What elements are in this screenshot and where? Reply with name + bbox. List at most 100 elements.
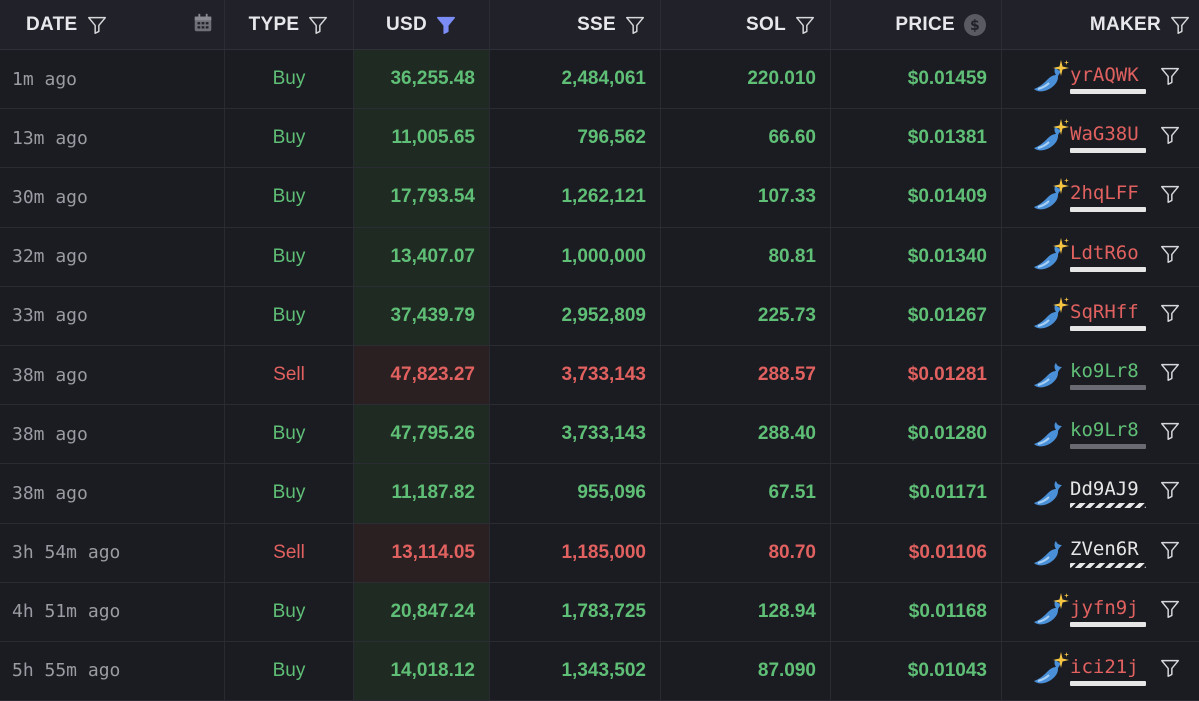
table-header: DATE TYPE USD SSE SOL PRICE $: [0, 0, 1199, 50]
sol-column-header[interactable]: SOL: [661, 0, 831, 49]
trade-usd-value: 13,114.05: [354, 523, 490, 582]
maker-row-filter-icon[interactable]: [1159, 183, 1181, 211]
trade-maker: SqRHff: [1002, 287, 1199, 345]
maker-column-header[interactable]: MAKER: [1002, 0, 1199, 49]
trade-type: Buy: [225, 641, 354, 701]
maker-link[interactable]: Dd9AJ9: [1070, 478, 1146, 509]
dollar-circle-icon[interactable]: $: [963, 13, 987, 37]
table-row[interactable]: 3h 54m ago Sell 13,114.05 1,185,000 80.7…: [0, 523, 1199, 583]
maker-address[interactable]: ZVen6R: [1070, 537, 1139, 560]
maker-address[interactable]: SqRHff: [1070, 300, 1139, 323]
type-filter-icon[interactable]: [307, 14, 329, 36]
trade-type: Buy: [225, 286, 354, 345]
date-column-header[interactable]: DATE: [0, 0, 225, 49]
sse-filter-icon[interactable]: [624, 14, 646, 36]
trade-sol-amount: 288.40: [661, 405, 831, 464]
maker-address[interactable]: Dd9AJ9: [1070, 478, 1139, 501]
maker-row-filter-icon[interactable]: [1159, 361, 1181, 389]
trade-sol-amount: 288.57: [661, 345, 831, 405]
sse-column-header[interactable]: SSE: [490, 0, 661, 49]
maker-row-filter-icon[interactable]: [1159, 124, 1181, 152]
trades-table-body: 1m ago Buy 36,255.48 2,484,061 220.010 $…: [0, 50, 1199, 701]
whale-icon: [1032, 537, 1066, 569]
trade-type: Buy: [225, 227, 354, 286]
trade-usd-value: 14,018.12: [354, 641, 490, 701]
maker-address[interactable]: ici21j: [1070, 655, 1139, 678]
maker-address[interactable]: yrAQWK: [1070, 64, 1139, 87]
maker-link[interactable]: yrAQWK: [1070, 64, 1146, 95]
table-row[interactable]: 4h 51m ago Buy 20,847.24 1,783,725 128.9…: [0, 582, 1199, 642]
trade-date: 30m ago: [0, 168, 225, 227]
trade-sol-amount: 80.70: [661, 523, 831, 582]
maker-row-filter-icon[interactable]: [1159, 598, 1181, 626]
maker-link[interactable]: ko9Lr8: [1070, 360, 1146, 391]
maker-address[interactable]: ko9Lr8: [1070, 419, 1139, 442]
maker-address[interactable]: 2hqLFF: [1070, 182, 1139, 205]
maker-row-filter-icon[interactable]: [1159, 479, 1181, 507]
maker-row-filter-icon[interactable]: [1159, 539, 1181, 567]
price-column-header[interactable]: PRICE $: [831, 0, 1002, 49]
maker-address[interactable]: ko9Lr8: [1070, 360, 1139, 383]
calendar-icon[interactable]: [192, 12, 214, 34]
maker-balance-bar: [1070, 148, 1146, 154]
trade-type: Sell: [225, 345, 354, 405]
whale-icon: [1032, 477, 1066, 509]
table-row[interactable]: 38m ago Buy 47,795.26 3,733,143 288.40 $…: [0, 405, 1199, 465]
maker-filter-icon[interactable]: [1169, 14, 1191, 36]
trade-type: Buy: [225, 464, 354, 523]
trade-date: 4h 51m ago: [0, 582, 225, 641]
trade-sse-amount: 796,562: [490, 109, 661, 168]
table-row[interactable]: 1m ago Buy 36,255.48 2,484,061 220.010 $…: [0, 50, 1199, 110]
trade-date: 33m ago: [0, 286, 225, 345]
sol-filter-icon[interactable]: [794, 14, 816, 36]
whale-icon: [1032, 296, 1069, 332]
trade-type: Buy: [225, 50, 354, 109]
usd-column-header[interactable]: USD: [354, 0, 490, 49]
maker-address[interactable]: LdtR6o: [1070, 241, 1139, 264]
table-row[interactable]: 33m ago Buy 37,439.79 2,952,809 225.73 $…: [0, 286, 1199, 346]
trade-price: $0.01281: [831, 345, 1002, 405]
trade-maker: yrAQWK: [1002, 50, 1199, 108]
maker-link[interactable]: SqRHff: [1070, 301, 1146, 331]
maker-link[interactable]: ici21j: [1070, 656, 1146, 686]
table-row[interactable]: 38m ago Sell 47,823.27 3,733,143 288.57 …: [0, 345, 1199, 406]
table-row[interactable]: 13m ago Buy 11,005.65 796,562 66.60 $0.0…: [0, 109, 1199, 169]
trade-price: $0.01267: [831, 286, 1002, 345]
trade-sse-amount: 1,343,502: [490, 641, 661, 701]
maker-link[interactable]: ko9Lr8: [1070, 419, 1146, 450]
trade-sol-amount: 225.73: [661, 286, 831, 345]
trade-maker: Dd9AJ9: [1002, 464, 1199, 522]
table-row[interactable]: 38m ago Buy 11,187.82 955,096 67.51 $0.0…: [0, 464, 1199, 524]
sparkle-icon: [1053, 60, 1069, 77]
sparkle-icon: [1053, 119, 1069, 136]
trade-price: $0.01459: [831, 50, 1002, 109]
trade-date: 3h 54m ago: [0, 523, 225, 582]
maker-row-filter-icon[interactable]: [1159, 302, 1181, 330]
trade-usd-value: 37,439.79: [354, 286, 490, 345]
maker-balance-bar: [1070, 266, 1146, 272]
trade-date: 32m ago: [0, 227, 225, 286]
date-filter-icon[interactable]: [86, 14, 108, 36]
maker-row-filter-icon[interactable]: [1159, 65, 1181, 93]
maker-balance-bar: [1070, 562, 1146, 568]
maker-row-filter-icon[interactable]: [1159, 420, 1181, 448]
maker-row-filter-icon[interactable]: [1159, 243, 1181, 271]
table-row[interactable]: 5h 55m ago Buy 14,018.12 1,343,502 87.09…: [0, 641, 1199, 701]
maker-address[interactable]: WaG38U: [1070, 123, 1139, 146]
usd-header-label: USD: [385, 13, 427, 35]
trade-date: 38m ago: [0, 405, 225, 464]
maker-link[interactable]: jyfn9j: [1070, 597, 1146, 627]
maker-address[interactable]: jyfn9j: [1070, 596, 1139, 619]
maker-link[interactable]: ZVen6R: [1070, 538, 1146, 568]
maker-link[interactable]: 2hqLFF: [1070, 182, 1146, 213]
trade-sol-amount: 128.94: [661, 582, 831, 641]
type-header-label: TYPE: [248, 13, 300, 35]
table-row[interactable]: 32m ago Buy 13,407.07 1,000,000 80.81 $0…: [0, 227, 1199, 287]
maker-link[interactable]: WaG38U: [1070, 123, 1146, 154]
maker-link[interactable]: LdtR6o: [1070, 242, 1146, 272]
type-column-header[interactable]: TYPE: [225, 0, 354, 49]
table-row[interactable]: 30m ago Buy 17,793.54 1,262,121 107.33 $…: [0, 168, 1199, 228]
usd-filter-active-icon[interactable]: [435, 14, 457, 36]
trade-usd-value: 17,793.54: [354, 168, 490, 227]
maker-row-filter-icon[interactable]: [1159, 657, 1181, 685]
